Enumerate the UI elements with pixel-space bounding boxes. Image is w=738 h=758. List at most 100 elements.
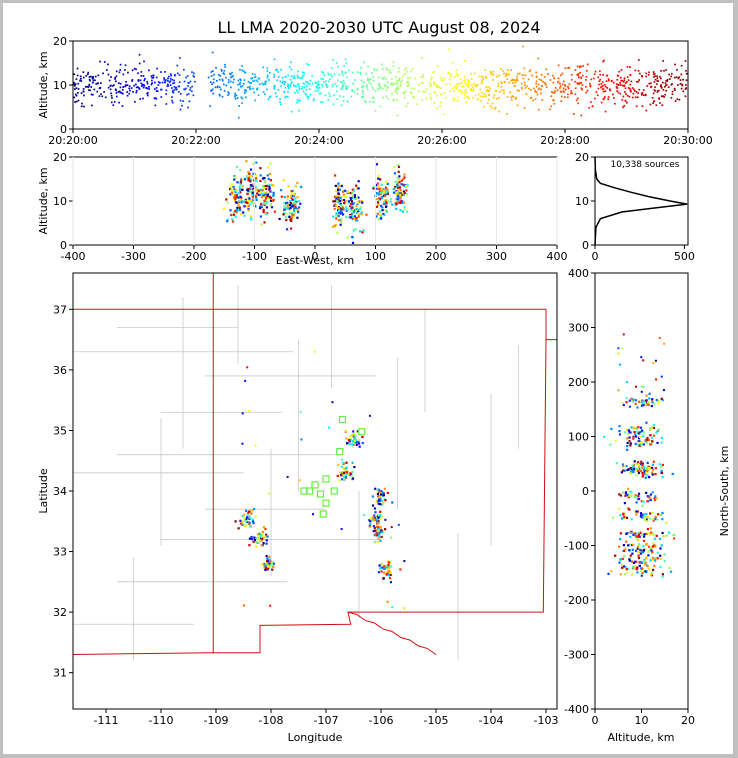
east-west-source bbox=[384, 186, 388, 189]
time-altitude-source bbox=[174, 87, 177, 89]
time-altitude-source bbox=[74, 101, 76, 103]
east-west-source bbox=[396, 184, 399, 187]
east-west-source bbox=[242, 211, 245, 214]
north-south-source bbox=[662, 535, 665, 538]
plan-view-source bbox=[267, 492, 270, 495]
north-south-source bbox=[617, 352, 620, 355]
time-altitude-source bbox=[79, 75, 82, 78]
east-west-source bbox=[254, 186, 257, 189]
time-altitude-source bbox=[135, 68, 137, 71]
east-west-source bbox=[237, 192, 241, 195]
north-south-source bbox=[609, 443, 612, 446]
east-west-source bbox=[255, 177, 258, 180]
plan-view-source bbox=[361, 435, 364, 439]
north-south-source bbox=[650, 466, 654, 469]
east-west-source bbox=[351, 196, 354, 199]
east-west-source bbox=[252, 189, 255, 193]
plan-view-source bbox=[345, 471, 349, 474]
time-altitude-source bbox=[512, 82, 514, 84]
plan-view-source bbox=[389, 571, 392, 574]
time-altitude-source bbox=[471, 84, 473, 87]
east-west-source bbox=[242, 200, 246, 203]
east-west-source bbox=[381, 209, 384, 212]
north-south-source bbox=[647, 438, 650, 442]
east-west-source bbox=[234, 215, 237, 218]
east-west-source bbox=[250, 200, 253, 203]
time-altitude-source bbox=[656, 75, 658, 78]
east-west-source bbox=[379, 191, 382, 194]
east-west-source bbox=[357, 180, 360, 183]
time-altitude-source bbox=[90, 75, 92, 78]
plan-view-source bbox=[354, 435, 357, 438]
time-altitude-source bbox=[209, 105, 211, 108]
time-altitude-source bbox=[438, 86, 441, 89]
time-altitude-source bbox=[371, 86, 374, 89]
time-altitude-source bbox=[309, 79, 312, 82]
time-altitude-source bbox=[245, 96, 247, 99]
time-altitude-source bbox=[545, 86, 548, 89]
east-west-source bbox=[296, 181, 299, 185]
time-altitude-source bbox=[472, 88, 475, 91]
east-west-source bbox=[272, 193, 275, 196]
time-altitude-source bbox=[167, 80, 169, 82]
north-south-source bbox=[619, 573, 622, 576]
plan-view-source bbox=[239, 522, 243, 525]
east-west-source bbox=[296, 196, 299, 199]
east-west-source bbox=[256, 188, 259, 191]
east-west-source bbox=[254, 189, 257, 192]
east-west-source bbox=[282, 213, 285, 216]
longitude-tick-label: -109 bbox=[204, 714, 229, 727]
east-west-source bbox=[380, 217, 383, 220]
time-altitude-source bbox=[284, 96, 286, 99]
east-west-source bbox=[343, 202, 346, 205]
east-west-source bbox=[398, 181, 401, 184]
east-west-source bbox=[268, 183, 271, 186]
time-altitude-source bbox=[320, 101, 322, 103]
time-altitude-source bbox=[119, 69, 122, 71]
plan-view-source bbox=[345, 461, 348, 464]
north-south-source bbox=[641, 504, 644, 507]
east-west-source bbox=[234, 176, 237, 179]
east-west-source bbox=[380, 183, 383, 187]
north-south-source bbox=[622, 404, 625, 407]
north-south-source bbox=[652, 542, 655, 545]
north-south-source bbox=[637, 497, 641, 501]
east-west-source bbox=[263, 191, 266, 194]
time-altitude-source bbox=[460, 92, 463, 94]
east-west-source bbox=[246, 192, 249, 196]
east-west-source bbox=[396, 197, 399, 201]
time-altitude-source bbox=[90, 93, 93, 96]
time-altitude-source bbox=[516, 89, 519, 92]
plan-view-source bbox=[253, 536, 256, 539]
time-altitude-source bbox=[432, 71, 435, 74]
time-altitude-source bbox=[230, 73, 232, 76]
plan-view-source bbox=[248, 522, 251, 525]
east-west-source bbox=[372, 185, 375, 189]
north-south-source bbox=[641, 462, 644, 465]
time-altitude-source bbox=[663, 96, 665, 98]
time-altitude-source bbox=[264, 93, 266, 95]
time-altitude-source bbox=[112, 85, 114, 87]
time-altitude-source bbox=[379, 105, 382, 108]
time-altitude-source bbox=[127, 71, 129, 74]
time-altitude-source bbox=[237, 83, 240, 86]
time-altitude-source bbox=[680, 87, 683, 90]
time-altitude-source bbox=[95, 82, 98, 85]
time-altitude-source bbox=[262, 83, 265, 86]
time-altitude-source bbox=[254, 76, 257, 78]
north-south-source bbox=[625, 568, 628, 571]
time-altitude-source bbox=[527, 78, 530, 81]
east-west-source bbox=[235, 165, 239, 168]
time-altitude-source bbox=[80, 105, 83, 108]
east-west-source bbox=[351, 212, 354, 215]
east-west-source bbox=[289, 206, 292, 210]
time-altitude-source bbox=[670, 72, 673, 75]
time-altitude-source bbox=[479, 88, 482, 91]
time-altitude-source bbox=[674, 100, 677, 102]
station-marker bbox=[322, 499, 330, 507]
plan-view-source bbox=[397, 523, 400, 526]
east-west-source bbox=[355, 197, 358, 200]
east-west-source bbox=[251, 193, 254, 197]
north-south-source bbox=[636, 430, 639, 433]
time-altitude-source bbox=[239, 83, 241, 85]
